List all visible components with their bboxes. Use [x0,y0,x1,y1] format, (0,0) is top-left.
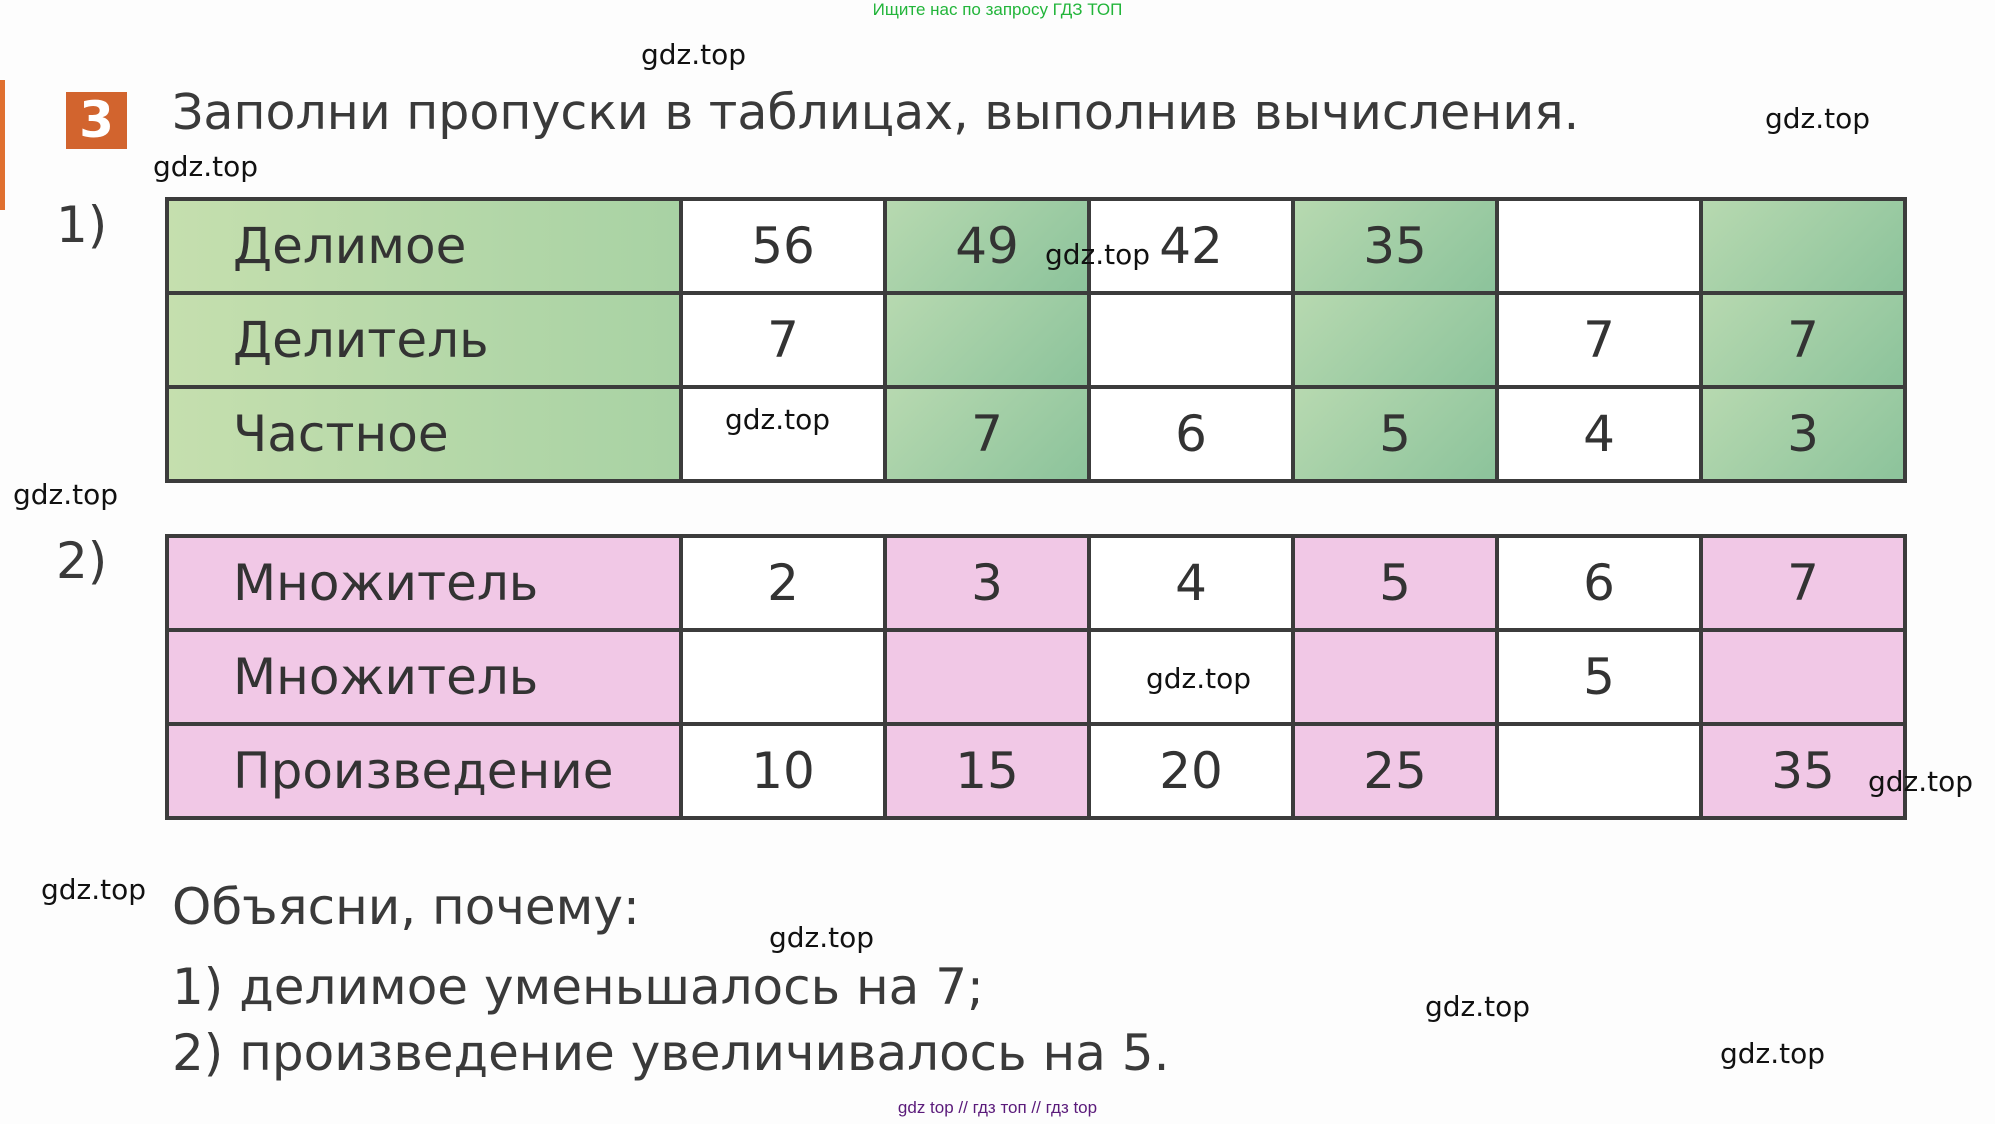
blank-cell[interactable] [1087,291,1295,389]
blank-cell[interactable] [1699,628,1907,726]
blank-cell[interactable] [1495,722,1703,820]
watermark: gdz.top [13,478,119,511]
header-note[interactable]: Ищите нас по запросу ГДЗ ТОП [872,0,1123,19]
blank-cell[interactable] [1087,628,1295,726]
table-cell: 6 [1087,385,1295,483]
table-cell: 4 [1087,534,1295,632]
table-cell: 35 [1699,722,1907,820]
table-cell: 7 [1495,291,1703,389]
blank-cell[interactable] [679,385,887,483]
row-label: Делимое [165,197,683,295]
watermark: gdz.top [725,403,831,436]
watermark: gdz.top [1045,238,1151,271]
table-row: Делимое 56 49 42 35 [165,197,1907,295]
table-cell: 7 [883,385,1091,483]
row-label: Произведение [165,722,683,820]
division-table: Делимое 56 49 42 35 Делитель 7 7 7 Частное 7 6 5 4 3 [165,197,1907,483]
table-cell: 42 [1087,197,1295,295]
watermark: gdz.top [41,873,147,906]
table2-marker: 2) [56,532,108,590]
blank-cell[interactable] [883,291,1091,389]
watermark: gdz.top [769,921,875,954]
table-cell: 7 [1699,291,1907,389]
table-row: Произведение 10 15 20 25 35 [165,722,1907,820]
watermark: gdz.top [153,150,259,183]
task-title: Заполни пропуски в таблицах, выполнив вы… [172,84,1580,141]
footer-note[interactable]: gdz top // гдз топ // гдз top [897,1098,1098,1117]
row-label: Множитель [165,628,683,726]
table-cell: 4 [1495,385,1703,483]
table-cell: 6 [1495,534,1703,632]
table-cell: 5 [1291,385,1499,483]
table-cell: 35 [1291,197,1499,295]
table-cell: 7 [1699,534,1907,632]
table-cell: 3 [1699,385,1907,483]
table-cell: 56 [679,197,887,295]
table1-marker: 1) [56,196,108,254]
watermark: gdz.top [1765,102,1871,135]
table-cell: 49 [883,197,1091,295]
task-number-badge: 3 [66,92,127,149]
table-row: Множитель 5 [165,628,1907,726]
blank-cell[interactable] [679,628,887,726]
page-edge-stripe [0,80,5,210]
table-row: Множитель 2 3 4 5 6 7 [165,534,1907,632]
blank-cell[interactable] [1291,628,1499,726]
blank-cell[interactable] [1495,197,1703,295]
watermark: gdz.top [1868,765,1974,798]
table-cell: 7 [679,291,887,389]
table-cell: 10 [679,722,887,820]
multiplication-table: Множитель 2 3 4 5 6 7 Множитель 5 Произведение 10 1… [165,534,1907,820]
table-cell: 3 [883,534,1091,632]
row-label: Множитель [165,534,683,632]
table-cell: 20 [1087,722,1295,820]
blank-cell[interactable] [1699,197,1907,295]
table-row: Делитель 7 7 7 [165,291,1907,389]
explain-item-2: 2) произведение увеличивалось на 5. [172,1024,1170,1082]
row-label: Частное [165,385,683,483]
watermark: gdz.top [641,38,747,71]
watermark: gdz.top [1146,662,1252,695]
explain-heading: Объясни, почему: [172,878,640,936]
table-row: Частное 7 6 5 4 3 [165,385,1907,483]
table-cell: 25 [1291,722,1499,820]
blank-cell[interactable] [1291,291,1499,389]
table-cell: 2 [679,534,887,632]
explain-item-1: 1) делимое уменьшалось на 7; [172,958,984,1016]
row-label: Делитель [165,291,683,389]
table-cell: 15 [883,722,1091,820]
table-cell: 5 [1495,628,1703,726]
blank-cell[interactable] [883,628,1091,726]
watermark: gdz.top [1425,990,1531,1023]
table-cell: 5 [1291,534,1499,632]
watermark: gdz.top [1720,1037,1826,1070]
